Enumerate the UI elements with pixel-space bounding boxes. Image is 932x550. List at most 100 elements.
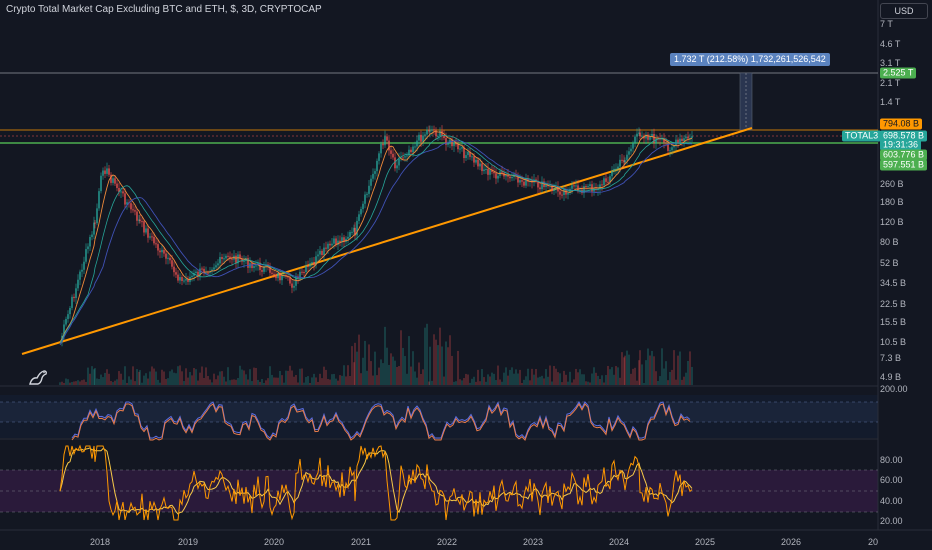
volume-bar bbox=[394, 360, 396, 385]
candle-body bbox=[691, 136, 693, 138]
volume-bar bbox=[509, 369, 511, 385]
candle-body bbox=[317, 254, 319, 257]
candle-body bbox=[275, 274, 277, 279]
candle-body bbox=[79, 271, 81, 280]
ascending-trendline[interactable] bbox=[21, 127, 753, 355]
volume-bar bbox=[573, 379, 575, 385]
candle-body bbox=[185, 278, 187, 281]
volume-bar bbox=[227, 367, 229, 385]
candle-body bbox=[443, 135, 445, 139]
volume-bar bbox=[221, 371, 223, 385]
volume-bar bbox=[557, 372, 559, 385]
volume-bar bbox=[187, 377, 189, 385]
stoch-d-line bbox=[71, 402, 691, 441]
candle-body bbox=[418, 134, 420, 141]
candle-body bbox=[108, 168, 110, 175]
volume-bar bbox=[459, 379, 461, 385]
volume-bar bbox=[673, 350, 675, 385]
volume-bar bbox=[396, 367, 398, 385]
candle-body bbox=[65, 318, 67, 325]
volume-bar bbox=[605, 374, 607, 385]
candle-body bbox=[481, 163, 483, 172]
volume-bar bbox=[420, 374, 422, 385]
volume-bar bbox=[165, 379, 167, 385]
candle-body bbox=[507, 174, 509, 177]
volume-bar bbox=[209, 379, 211, 385]
candle-body bbox=[169, 257, 171, 261]
candle-body bbox=[370, 178, 372, 186]
volume-bar bbox=[597, 375, 599, 385]
volume-bar bbox=[91, 366, 93, 385]
volume-bar bbox=[475, 381, 477, 385]
candle-body bbox=[641, 135, 643, 137]
candle-body bbox=[356, 220, 358, 236]
candle-body bbox=[126, 202, 128, 205]
candle-body bbox=[426, 129, 428, 135]
volume-bar bbox=[628, 354, 630, 385]
volume-bar bbox=[493, 373, 495, 385]
candle-body bbox=[577, 185, 579, 192]
currency-button[interactable]: USD bbox=[880, 3, 928, 19]
volume-bar bbox=[114, 380, 116, 385]
volume-bar bbox=[563, 370, 565, 385]
volume-bar bbox=[630, 373, 632, 385]
candle-body bbox=[313, 261, 315, 265]
volume-bar bbox=[515, 369, 517, 385]
volume-bar bbox=[663, 368, 665, 385]
volume-bar bbox=[261, 378, 263, 385]
volume-bar bbox=[507, 375, 509, 385]
candle-body bbox=[311, 261, 313, 264]
candle-body bbox=[457, 144, 459, 150]
candle-body bbox=[347, 236, 349, 239]
volume-bar bbox=[418, 362, 420, 385]
candle-body bbox=[94, 222, 96, 224]
volume-bar bbox=[457, 350, 459, 385]
symbol-tag: TOTAL3 bbox=[842, 130, 882, 142]
volume-bar bbox=[368, 344, 370, 385]
candle-body bbox=[655, 138, 657, 144]
volume-bar bbox=[595, 372, 597, 385]
candle-body bbox=[179, 277, 181, 281]
volume-bar bbox=[583, 374, 585, 385]
time-axis-tick-label: 20 bbox=[867, 537, 879, 547]
candle-body bbox=[410, 149, 412, 153]
candle-body bbox=[511, 176, 513, 179]
volume-bar bbox=[341, 375, 343, 385]
candle-body bbox=[689, 137, 691, 139]
volume-bar bbox=[565, 374, 567, 385]
candle-body bbox=[358, 214, 360, 221]
candle-body bbox=[203, 268, 205, 273]
candle-body bbox=[251, 263, 253, 269]
candle-body bbox=[579, 189, 581, 192]
candle-body bbox=[525, 178, 527, 186]
volume-bar bbox=[449, 335, 451, 385]
volume-bar bbox=[193, 368, 195, 385]
candle-body bbox=[424, 134, 426, 136]
volume-bar bbox=[94, 368, 96, 385]
volume-bar bbox=[485, 381, 487, 385]
candle-body bbox=[497, 175, 499, 179]
volume-bar bbox=[634, 367, 636, 385]
candle-body bbox=[603, 178, 605, 186]
volume-bar bbox=[685, 372, 687, 385]
volume-bar bbox=[469, 382, 471, 385]
price-axis-tick-label: 180 B bbox=[880, 197, 904, 207]
volume-bar bbox=[136, 369, 138, 385]
volume-bar bbox=[233, 379, 235, 385]
candle-body bbox=[390, 150, 392, 154]
candle-body bbox=[157, 244, 159, 251]
candle-body bbox=[297, 276, 299, 279]
volume-bar bbox=[102, 377, 104, 385]
rsi-axis-tick-label: 60.00 bbox=[880, 475, 903, 485]
candle-body bbox=[295, 276, 297, 286]
time-axis-tick-label: 2019 bbox=[177, 537, 199, 547]
candle-body bbox=[441, 130, 443, 136]
candle-body bbox=[601, 184, 603, 186]
volume-bar bbox=[229, 380, 231, 385]
candle-body bbox=[67, 314, 69, 319]
volume-bar bbox=[641, 364, 643, 385]
volume-bar bbox=[251, 381, 253, 385]
volume-bar bbox=[134, 381, 136, 385]
candle-body bbox=[475, 159, 477, 163]
